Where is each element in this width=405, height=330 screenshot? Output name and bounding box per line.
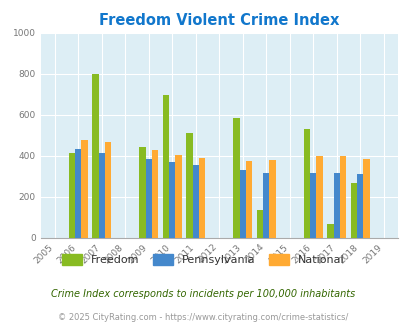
Bar [239, 170, 245, 238]
Bar [232, 118, 239, 238]
Bar [104, 143, 111, 238]
Bar [333, 173, 339, 238]
Bar [186, 133, 192, 238]
Bar [162, 95, 168, 238]
Bar [245, 161, 252, 238]
Text: Crime Index corresponds to incidents per 100,000 inhabitants: Crime Index corresponds to incidents per… [51, 289, 354, 299]
Bar [326, 224, 333, 238]
Title: Freedom Violent Crime Index: Freedom Violent Crime Index [99, 13, 339, 28]
Bar [68, 153, 75, 238]
Bar [262, 173, 269, 238]
Bar [175, 155, 181, 238]
Bar [356, 174, 362, 238]
Bar [269, 160, 275, 238]
Bar [198, 158, 205, 238]
Bar [256, 210, 262, 238]
Bar [75, 148, 81, 238]
Text: © 2025 CityRating.com - https://www.cityrating.com/crime-statistics/: © 2025 CityRating.com - https://www.city… [58, 313, 347, 322]
Bar [315, 156, 322, 238]
Bar [98, 153, 104, 238]
Bar [309, 173, 315, 238]
Bar [339, 156, 345, 238]
Bar [92, 74, 98, 238]
Bar [303, 129, 309, 238]
Bar [362, 159, 369, 238]
Bar [168, 162, 175, 238]
Bar [81, 141, 87, 238]
Bar [145, 159, 151, 238]
Bar [151, 149, 158, 238]
Legend: Freedom, Pennsylvania, National: Freedom, Pennsylvania, National [58, 250, 347, 270]
Bar [192, 165, 198, 238]
Bar [139, 147, 145, 238]
Bar [350, 183, 356, 238]
